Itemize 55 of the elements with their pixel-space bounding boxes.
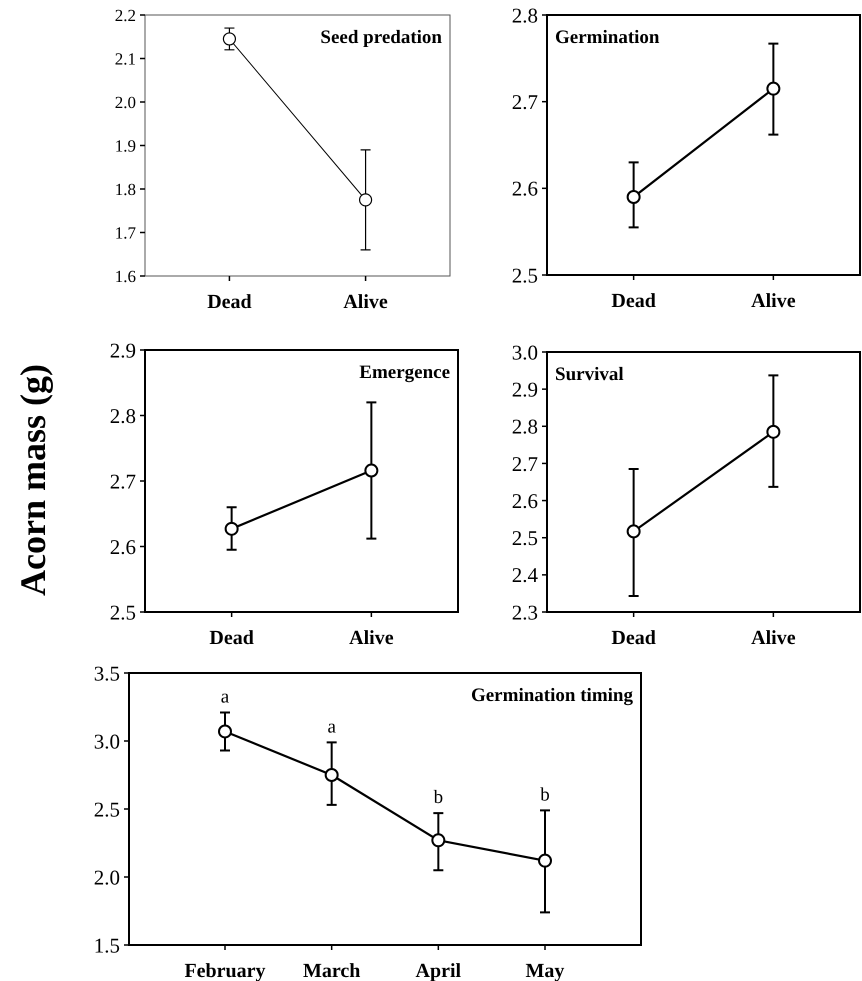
x-tick-label: Dead (207, 291, 252, 313)
y-tick-label: 1.5 (94, 933, 120, 958)
y-axis-title: Acorn mass (g) (13, 364, 53, 596)
y-tick-label: 3.0 (512, 340, 538, 364)
y-tick-label: 2.7 (512, 90, 538, 114)
text: Germination timing (470, 685, 634, 706)
x-tick-label: Alive (751, 627, 796, 649)
y-tick-label: 2.7 (512, 452, 538, 476)
y-tick-label: 2.5 (110, 600, 136, 624)
y-tick-label: 1.8 (114, 180, 136, 199)
y-tick-label: 2.6 (512, 176, 538, 201)
x-tick-label: February (184, 960, 266, 981)
y-tick-label: 1.9 (114, 136, 136, 156)
y-tick-label: 2.6 (110, 534, 136, 559)
y-tick-label: 2.9 (110, 338, 136, 362)
x-tick-label: Dead (209, 627, 254, 649)
y-tick-label: 2.6 (512, 488, 538, 513)
point (218, 724, 232, 738)
x-tick-label: May (526, 960, 564, 981)
y-tick-label: 2.8 (512, 3, 538, 28)
y-tick-label: 2.5 (512, 263, 538, 288)
y-tick-label: 2.5 (512, 526, 538, 550)
y-tick-label: 2.0 (94, 865, 120, 890)
x-tick-label: April (416, 960, 462, 981)
y-tick-label: 2.5 (94, 797, 120, 822)
point (324, 768, 339, 782)
y-tick-label: 3.0 (94, 729, 120, 754)
y-tick-label: 2.9 (512, 377, 538, 402)
y-tick-label: 2.3 (512, 600, 538, 624)
y-tick-label: 2.0 (114, 92, 136, 112)
annotation: b (540, 784, 550, 806)
y-tick-label: 2.1 (114, 49, 136, 68)
y-tick-label: 3.5 (94, 661, 120, 686)
y-tick-label: 1.6 (114, 266, 136, 286)
y-tick-label: 2.2 (114, 6, 136, 25)
x-tick-label: Alive (343, 291, 388, 313)
y-tick-label: 2.4 (512, 563, 538, 588)
x-tick-label: Dead (611, 627, 656, 649)
x-tick-label: Alive (751, 290, 796, 312)
y-tick-label: 2.8 (512, 414, 538, 439)
x-tick-label: March (302, 960, 360, 981)
annotation: a (327, 716, 336, 738)
text: Germination (555, 27, 660, 48)
text: Seed predation (320, 27, 442, 48)
text: Survival (555, 364, 624, 385)
y-tick-label: 2.7 (110, 469, 136, 494)
y-tick-label: 1.7 (114, 223, 136, 242)
x-tick-label: Alive (349, 627, 394, 649)
point (538, 854, 552, 868)
annotation: b (434, 787, 444, 808)
text: Emergence (359, 362, 450, 383)
x-tick-label: Dead (611, 290, 656, 312)
annotation: a (220, 686, 230, 708)
y-tick-label: 2.8 (110, 404, 136, 428)
point (431, 833, 446, 848)
